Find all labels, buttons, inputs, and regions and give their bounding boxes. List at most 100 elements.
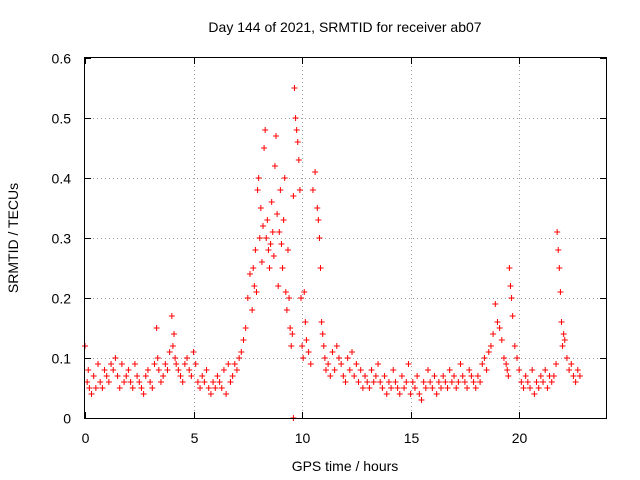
- data-point: [265, 247, 272, 253]
- data-point: [319, 331, 326, 337]
- data-point: [171, 331, 178, 337]
- data-point: [572, 379, 579, 385]
- data-point: [283, 307, 290, 313]
- data-point: [540, 379, 547, 385]
- data-point: [570, 373, 577, 379]
- data-point: [249, 307, 256, 313]
- data-point: [85, 367, 92, 373]
- data-point: [427, 379, 434, 385]
- data-point: [516, 367, 523, 373]
- data-point: [483, 367, 490, 373]
- data-point: [385, 379, 392, 385]
- y-tick-label: 0.2: [52, 291, 72, 307]
- data-point: [236, 355, 243, 361]
- data-point: [398, 373, 405, 379]
- x-axis-label: GPS time / hours: [292, 458, 399, 474]
- data-point: [90, 373, 97, 379]
- data-point: [164, 367, 171, 373]
- data-point: [121, 379, 128, 385]
- data-point: [317, 265, 324, 271]
- data-point: [131, 361, 138, 367]
- data-point: [461, 379, 468, 385]
- y-tick-label: 0.5: [52, 111, 72, 127]
- data-point: [253, 289, 260, 295]
- data-point: [250, 265, 257, 271]
- data-point: [278, 241, 285, 247]
- data-point: [242, 325, 249, 331]
- data-point: [99, 385, 106, 391]
- data-point: [433, 391, 440, 397]
- data-point: [453, 385, 460, 391]
- data-point: [192, 361, 199, 367]
- data-point: [320, 343, 327, 349]
- data-point: [205, 385, 212, 391]
- data-point: [301, 289, 308, 295]
- data-point: [244, 295, 251, 301]
- data-point: [269, 229, 276, 235]
- data-points: [82, 85, 583, 421]
- data-point: [390, 367, 397, 373]
- data-point: [294, 139, 301, 145]
- data-point: [289, 331, 296, 337]
- data-point: [268, 199, 275, 205]
- data-point: [86, 385, 93, 391]
- data-point: [257, 205, 264, 211]
- data-point: [207, 391, 214, 397]
- data-point: [409, 379, 416, 385]
- data-point: [503, 361, 510, 367]
- data-point: [307, 361, 314, 367]
- data-point: [210, 379, 217, 385]
- data-point: [383, 391, 390, 397]
- data-point: [362, 373, 369, 379]
- data-point: [563, 355, 570, 361]
- data-point: [290, 193, 297, 199]
- data-point: [535, 385, 542, 391]
- data-point: [144, 367, 151, 373]
- data-point: [151, 361, 158, 367]
- data-point: [492, 301, 499, 307]
- data-point: [288, 343, 295, 349]
- data-point: [561, 337, 568, 343]
- data-point: [303, 337, 310, 343]
- data-point: [315, 217, 322, 223]
- data-point: [238, 349, 245, 355]
- data-point: [500, 355, 507, 361]
- data-point: [190, 349, 197, 355]
- data-point: [366, 385, 373, 391]
- data-point: [157, 379, 164, 385]
- data-point: [420, 379, 427, 385]
- data-point: [377, 379, 384, 385]
- data-point: [422, 385, 429, 391]
- data-point: [485, 349, 492, 355]
- data-point: [459, 373, 466, 379]
- data-point: [487, 343, 494, 349]
- data-point: [479, 361, 486, 367]
- data-point: [175, 367, 182, 373]
- data-point: [505, 373, 512, 379]
- data-point: [560, 331, 567, 337]
- data-point: [147, 379, 154, 385]
- chart-title: Day 144 of 2021, SRMTID for receiver ab0…: [208, 19, 481, 35]
- data-point: [136, 379, 143, 385]
- data-point: [472, 385, 479, 391]
- data-point: [212, 385, 219, 391]
- data-point: [271, 163, 278, 169]
- data-point: [346, 367, 353, 373]
- data-point: [125, 367, 132, 373]
- data-point: [184, 355, 191, 361]
- data-point: [470, 379, 477, 385]
- data-point: [455, 379, 462, 385]
- data-point: [280, 217, 287, 223]
- data-point: [291, 85, 298, 91]
- data-point: [254, 187, 261, 193]
- data-point: [340, 373, 347, 379]
- data-point: [302, 319, 309, 325]
- data-point: [359, 385, 366, 391]
- data-point: [153, 325, 160, 331]
- data-point: [309, 187, 316, 193]
- data-point: [466, 367, 473, 373]
- data-point: [474, 373, 481, 379]
- data-point: [533, 379, 540, 385]
- data-point: [97, 379, 104, 385]
- data-point: [403, 379, 410, 385]
